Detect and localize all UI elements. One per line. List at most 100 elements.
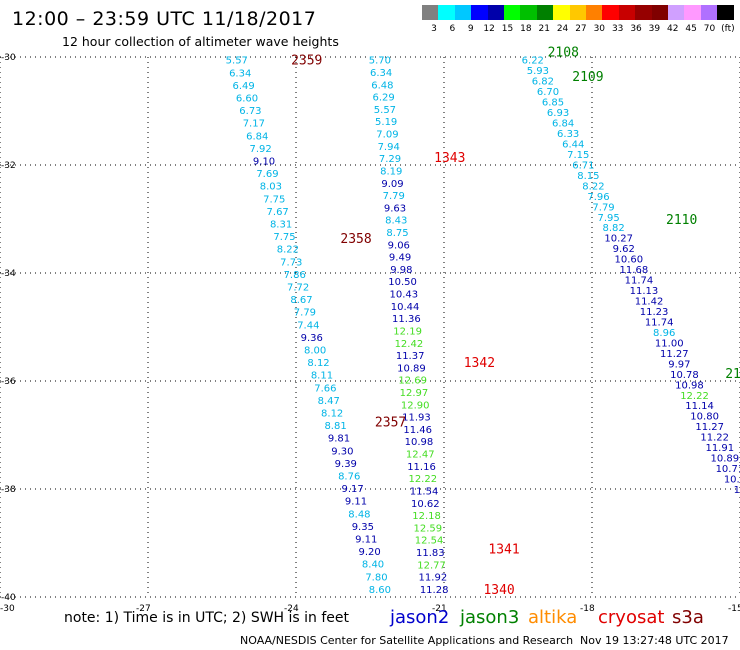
- pass-time-label: 2111: [725, 367, 740, 382]
- y-tick-label: -38: [1, 485, 16, 495]
- swh-data-label: 7.96: [587, 192, 609, 203]
- swh-data-label: 10.98: [675, 380, 704, 391]
- swh-data-label: 7.80: [365, 572, 387, 583]
- x-tick-label: -24: [284, 604, 299, 614]
- pass-time-label: 1342: [464, 356, 495, 371]
- swh-data-label: 9.49: [389, 253, 411, 264]
- swh-data-label: 10.27: [604, 234, 633, 245]
- color-scale-label: 3: [431, 24, 437, 34]
- swh-data-label: 8.22: [277, 245, 299, 256]
- swh-data-label: 11.74: [625, 276, 654, 287]
- swh-data-label: 9.62: [613, 244, 635, 255]
- swh-data-label: 6.33: [557, 129, 579, 140]
- swh-data-label: 6.60: [236, 94, 258, 105]
- pass-time-label: 1340: [483, 583, 514, 598]
- color-scale-swatch: [422, 5, 439, 20]
- y-tick-label: -32: [1, 161, 16, 171]
- swh-data-label: 5.19: [375, 117, 397, 128]
- swh-data-label: 12.90: [401, 400, 430, 411]
- swh-data-label: 8.15: [577, 171, 599, 182]
- swh-data-label: 9.36: [301, 333, 323, 344]
- swh-data-label: 11.37: [396, 351, 425, 362]
- chart-subtitle: 12 hour collection of altimeter wave hei…: [62, 34, 339, 49]
- color-scale-swatch: [520, 5, 537, 20]
- swh-data-label: 11.00: [655, 338, 684, 349]
- pass-time-label: 2108: [548, 46, 579, 61]
- y-tick-label: -36: [1, 377, 16, 387]
- swh-data-label: 9.11: [355, 535, 377, 546]
- color-scale-label: 6: [449, 24, 456, 34]
- generated-timestamp: Nov 19 13:27:48 UTC 2017: [580, 634, 729, 647]
- swh-data-label: 8.60: [369, 585, 391, 596]
- color-scale-swatch: [586, 5, 603, 20]
- swh-data-label: 7.66: [314, 383, 336, 394]
- swh-data-label: 10.78: [670, 370, 699, 381]
- color-scale-swatch: [553, 5, 570, 20]
- swh-data-label: 11.93: [402, 413, 431, 424]
- swh-data-label: 11.28: [420, 585, 449, 596]
- swh-data-label: 9.35: [352, 522, 374, 533]
- color-scale-label: 24: [556, 24, 569, 34]
- swh-data-label: 12.22: [408, 474, 437, 485]
- color-scale-swatch: [684, 5, 701, 20]
- legend-item-cryosat: cryosat: [598, 607, 665, 628]
- swh-data-label: 8.19: [380, 166, 402, 177]
- swh-data-label: 9.98: [390, 265, 412, 276]
- swh-data-label: 7.79: [383, 191, 405, 202]
- swh-data-label: 11.27: [695, 422, 724, 433]
- color-scale-swatch: [618, 5, 636, 20]
- swh-data-label: 11.22: [700, 433, 729, 444]
- swh-data-label: 10.43: [390, 290, 419, 301]
- color-scale-swatch: [536, 5, 554, 20]
- legend-item-altika: altika: [528, 607, 578, 628]
- swh-data-label: 6.73: [239, 106, 261, 117]
- color-scale-label: 18: [520, 24, 532, 34]
- swh-data-label: 12.22: [680, 391, 709, 402]
- swh-data-label: 6.48: [371, 80, 393, 91]
- swh-data-label: 11.23: [640, 307, 669, 318]
- swh-data-label: 12.47: [406, 450, 435, 461]
- color-scale-label: 42: [667, 24, 679, 34]
- swh-data-label: 8.11: [311, 371, 333, 382]
- color-scale-swatch: [487, 5, 504, 20]
- swh-data-label: 12.54: [415, 536, 444, 547]
- swh-data-label: 8.76: [338, 472, 360, 483]
- color-scale-swatch: [668, 5, 685, 20]
- swh-data-label: 9.97: [668, 359, 690, 370]
- swh-data-label: 7.92: [250, 144, 272, 155]
- swh-data-label: 11.54: [410, 486, 439, 497]
- swh-data-label: 9.63: [384, 203, 406, 214]
- color-scale-label: (ft): [721, 24, 735, 34]
- legend-item-jason3: jason3: [460, 607, 520, 628]
- swh-data-label: 7.72: [287, 283, 309, 294]
- swh-data-label: 8.00: [304, 346, 326, 357]
- swh-data-label: 6.22: [522, 56, 544, 67]
- swh-data-label: 10.60: [614, 255, 643, 266]
- color-scale-swatch: [635, 5, 652, 20]
- swh-data-label: 6.82: [532, 77, 554, 88]
- swh-data-label: 12.97: [400, 388, 429, 399]
- swh-data-label: 11.46: [403, 425, 432, 436]
- color-scale-swatch: [717, 5, 734, 20]
- page-title: 12:00 – 23:59 UTC 11/18/2017: [12, 8, 317, 30]
- swh-data-label: 7.73: [280, 257, 302, 268]
- swh-data-label: 11.36: [392, 314, 421, 325]
- y-tick-label: -40: [1, 593, 16, 603]
- swh-data-label: 7.79: [592, 202, 614, 213]
- swh-data-label: 8.40: [362, 560, 384, 571]
- swh-data-label: 10.50: [388, 277, 417, 288]
- swh-data-label: 11.68: [620, 265, 649, 276]
- swh-data-label: 8.96: [653, 328, 675, 339]
- swh-data-label: 10.44: [391, 302, 420, 313]
- swh-data-label: 9.30: [331, 446, 353, 457]
- swh-data-label: 10.62: [411, 499, 440, 510]
- color-scale-label: 9: [467, 24, 474, 34]
- swh-data-label: 12.69: [398, 376, 427, 387]
- x-tick-label: -27: [136, 604, 151, 614]
- pass-time-label: 2110: [666, 213, 697, 228]
- swh-data-label: 8.81: [324, 421, 346, 432]
- swh-data-label: 6.44: [562, 139, 584, 150]
- swh-data-label: 7.15: [567, 150, 589, 161]
- color-scale-swatch: [504, 5, 521, 20]
- color-scale-label: 30: [593, 24, 606, 34]
